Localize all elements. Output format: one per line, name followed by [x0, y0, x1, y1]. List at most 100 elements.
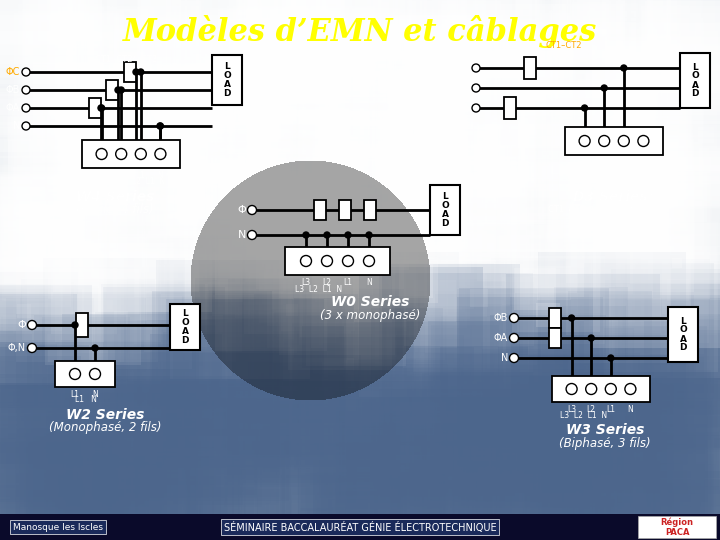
Text: CT1–CT2: CT1–CT2 [545, 40, 582, 50]
Bar [549, 328, 561, 348]
Text: N: N [158, 171, 163, 180]
Circle shape [625, 383, 636, 395]
Text: L
O
A
D: L O A D [181, 309, 189, 345]
Text: N: N [366, 278, 372, 287]
Circle shape [22, 122, 30, 130]
Circle shape [364, 255, 374, 267]
Bar [638, 516, 716, 538]
Text: CT1  CT2: CT1 CT2 [548, 206, 585, 214]
Circle shape [158, 123, 163, 129]
Circle shape [248, 231, 256, 240]
Bar [524, 57, 536, 79]
Text: L3: L3 [97, 171, 106, 180]
Circle shape [22, 86, 30, 94]
Circle shape [116, 148, 127, 159]
Circle shape [582, 105, 588, 111]
Text: L3  L2  L1  N: L3 L2 L1 N [560, 410, 607, 420]
Circle shape [638, 136, 649, 146]
Text: SÉMINAIRE BACCALAURÉAT GÉNIE ÉLECTROTECHNIQUE: SÉMINAIRE BACCALAURÉAT GÉNIE ÉLECTROTECH… [224, 522, 496, 532]
Circle shape [155, 148, 166, 159]
Circle shape [599, 136, 610, 146]
Circle shape [27, 343, 37, 353]
Bar [668, 307, 698, 362]
Text: L3  L2  L1  N: L3 L2 L1 N [118, 178, 165, 186]
Circle shape [27, 321, 37, 329]
Text: N: N [92, 390, 98, 399]
Text: L2: L2 [323, 278, 331, 287]
Circle shape [601, 85, 607, 91]
Circle shape [585, 383, 597, 395]
Circle shape [472, 104, 480, 112]
Text: ΦB: ΦB [456, 83, 470, 93]
Bar [76, 313, 88, 337]
Text: CT1  CT2²  CT3: CT1 CT2² CT3 [95, 55, 157, 64]
Circle shape [588, 335, 594, 341]
Text: L1: L1 [619, 158, 629, 167]
Text: L1: L1 [606, 405, 616, 414]
Text: W3 Series: W3 Series [566, 423, 644, 437]
Bar [124, 62, 136, 82]
Text: W4 Series: W4 Series [76, 190, 154, 204]
Bar [552, 376, 650, 402]
Text: L2: L2 [587, 405, 595, 414]
Circle shape [157, 123, 163, 129]
Text: CT1: CT1 [60, 206, 76, 214]
Text: N: N [641, 158, 647, 167]
Text: CT1  CT2  CT3: CT1 CT2 CT3 [310, 49, 369, 57]
Text: L3: L3 [567, 405, 576, 414]
Text: ΦB: ΦB [494, 313, 508, 323]
Text: L2: L2 [600, 158, 608, 167]
Text: ΦA: ΦA [6, 103, 20, 113]
Circle shape [608, 355, 613, 361]
Circle shape [22, 104, 30, 112]
Circle shape [92, 345, 98, 351]
Circle shape [135, 148, 146, 159]
Circle shape [510, 314, 518, 322]
Circle shape [300, 255, 312, 267]
Bar [89, 98, 101, 118]
Bar [364, 200, 376, 220]
Circle shape [72, 322, 78, 328]
Text: (Monophasé, 2 fils): (Monophasé, 2 fils) [49, 422, 161, 435]
Text: L3: L3 [580, 158, 589, 167]
Text: L
O
A
D: L O A D [441, 192, 449, 228]
Circle shape [22, 68, 30, 76]
Circle shape [606, 383, 616, 395]
Text: W2 Series: W2 Series [66, 408, 144, 422]
Bar [549, 308, 561, 328]
Circle shape [510, 334, 518, 342]
Circle shape [248, 206, 256, 214]
Text: ΦA: ΦA [494, 333, 508, 343]
Text: L3  L2  L1  N: L3 L2 L1 N [295, 285, 342, 294]
Text: L
O
A
D: L O A D [691, 63, 699, 98]
Bar [504, 97, 516, 119]
Text: N: N [13, 121, 20, 131]
Bar [170, 304, 200, 350]
Text: L1: L1 [343, 278, 353, 287]
Circle shape [115, 87, 121, 93]
Text: ΦC: ΦC [6, 67, 20, 77]
Text: N: N [628, 405, 634, 414]
Circle shape [510, 354, 518, 362]
Bar [339, 200, 351, 220]
Circle shape [133, 69, 139, 75]
Bar [314, 200, 326, 220]
Circle shape [345, 232, 351, 238]
Text: (3 x monophasé): (3 x monophasé) [320, 308, 420, 321]
Text: L2: L2 [117, 171, 126, 180]
Circle shape [322, 255, 333, 267]
Text: CT1  CT2  CT3: CT1 CT2 CT3 [350, 51, 409, 59]
Text: ΦB: ΦB [6, 85, 20, 95]
Circle shape [118, 87, 125, 93]
Bar [565, 127, 663, 155]
Text: Manosque les Iscles: Manosque les Iscles [13, 523, 103, 531]
Text: L1: L1 [136, 171, 145, 180]
Bar [285, 247, 390, 275]
Circle shape [138, 69, 144, 75]
Circle shape [324, 232, 330, 238]
Text: Φ: Φ [17, 320, 26, 330]
Circle shape [343, 255, 354, 267]
Circle shape [579, 136, 590, 146]
Bar [0, 514, 720, 540]
Text: L3: L3 [302, 278, 310, 287]
